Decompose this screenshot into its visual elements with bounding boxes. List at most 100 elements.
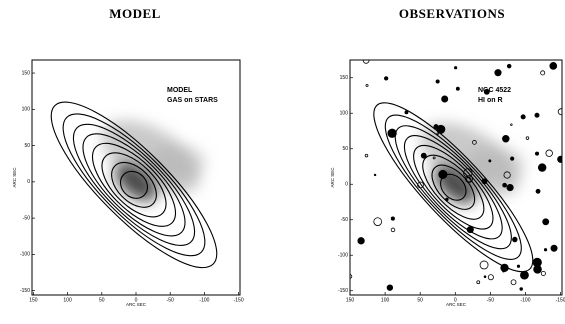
star: [520, 114, 526, 120]
gray-emission: [420, 122, 526, 204]
star: [540, 70, 546, 76]
x-tick-label: -50: [487, 297, 494, 303]
star: [512, 236, 518, 243]
plot-area: [50, 101, 218, 269]
panel: OBSERVATIONS 150 100 50 0 -50 -100 -150 150 100 50…: [330, 6, 565, 307]
star: [535, 188, 541, 194]
star: [542, 218, 550, 226]
y-axis-label: ARC SEC: [330, 167, 335, 188]
y-tick-label: 100: [22, 107, 31, 113]
panel: MODEL 150 100 50 0 -50 -100 -150 150 100 50 0 -50 -10…: [12, 6, 244, 307]
star: [438, 169, 448, 180]
y-tick-label: -150: [20, 288, 30, 294]
contour: [101, 152, 167, 218]
contour: [72, 123, 196, 246]
x-tick-label: -150: [556, 297, 565, 303]
contour: [82, 133, 186, 237]
x-tick-label: -50: [167, 297, 174, 303]
y-tick-label: 50: [342, 146, 348, 152]
star: [535, 151, 540, 156]
contour: [394, 125, 512, 250]
star: [479, 260, 489, 270]
x-tick-label: 0: [135, 297, 138, 303]
star: [534, 112, 540, 118]
star: [557, 155, 562, 163]
star: [481, 178, 488, 185]
y-tick-label: -100: [20, 252, 30, 258]
star: [436, 132, 439, 136]
x-tick-label: 0: [454, 297, 457, 303]
star: [472, 140, 477, 145]
star: [488, 159, 492, 163]
star: [445, 197, 449, 202]
panel-label: MODEL: [167, 87, 193, 94]
contour: [91, 142, 177, 227]
star: [417, 181, 424, 189]
panel-label: GAS on STARS: [167, 97, 218, 104]
star: [502, 134, 510, 143]
star: [476, 280, 481, 285]
star: [519, 287, 523, 291]
star: [365, 83, 369, 87]
star: [525, 136, 530, 140]
star: [357, 237, 365, 245]
star: [466, 226, 474, 234]
star: [436, 124, 446, 134]
y-tick-label: -100: [338, 253, 348, 259]
star: [550, 244, 558, 252]
axes-frame: [349, 59, 563, 296]
contour: [111, 161, 157, 208]
x-tick-label: -100: [520, 297, 530, 303]
star: [502, 182, 507, 188]
panel-label: HI on R: [478, 97, 503, 104]
y-tick-label: -50: [341, 217, 348, 223]
star: [435, 79, 440, 84]
x-tick-label: 100: [63, 297, 72, 303]
y-tick-label: 150: [22, 70, 31, 76]
star: [364, 153, 369, 158]
star: [383, 76, 389, 81]
star: [510, 123, 513, 126]
star: [386, 284, 394, 291]
contour: [50, 101, 218, 269]
star: [494, 69, 502, 77]
star: [420, 152, 427, 159]
star: [540, 270, 546, 276]
x-tick-label: 150: [346, 297, 355, 303]
star: [454, 66, 458, 70]
contour: [62, 113, 206, 257]
y-tick-label: -50: [23, 215, 30, 221]
contour: [413, 144, 494, 230]
star: [549, 62, 558, 70]
star: [557, 108, 562, 116]
contour: [384, 114, 522, 260]
contour: [431, 164, 476, 210]
y-tick-label: 150: [340, 75, 349, 81]
x-tick-label: -150: [234, 297, 244, 303]
star: [483, 88, 490, 95]
star: [503, 171, 511, 179]
y-tick-label: -150: [338, 288, 348, 294]
star: [455, 86, 460, 91]
star: [373, 173, 377, 177]
star: [387, 128, 397, 138]
contour: [119, 170, 149, 199]
star: [510, 156, 515, 161]
panel-label: NGC 4522: [478, 87, 511, 94]
plot-area: [350, 60, 562, 291]
star: [500, 263, 509, 273]
star: [433, 124, 439, 130]
contour: [403, 135, 503, 240]
x-tick-label: 50: [99, 297, 105, 303]
star: [545, 149, 553, 157]
star: [390, 227, 396, 233]
y-tick-label: 100: [340, 111, 349, 117]
star: [390, 216, 395, 221]
star: [506, 63, 512, 69]
star: [510, 279, 517, 286]
star: [404, 110, 409, 115]
star: [487, 274, 494, 281]
y-tick-label: 50: [24, 143, 30, 149]
star: [373, 217, 383, 226]
